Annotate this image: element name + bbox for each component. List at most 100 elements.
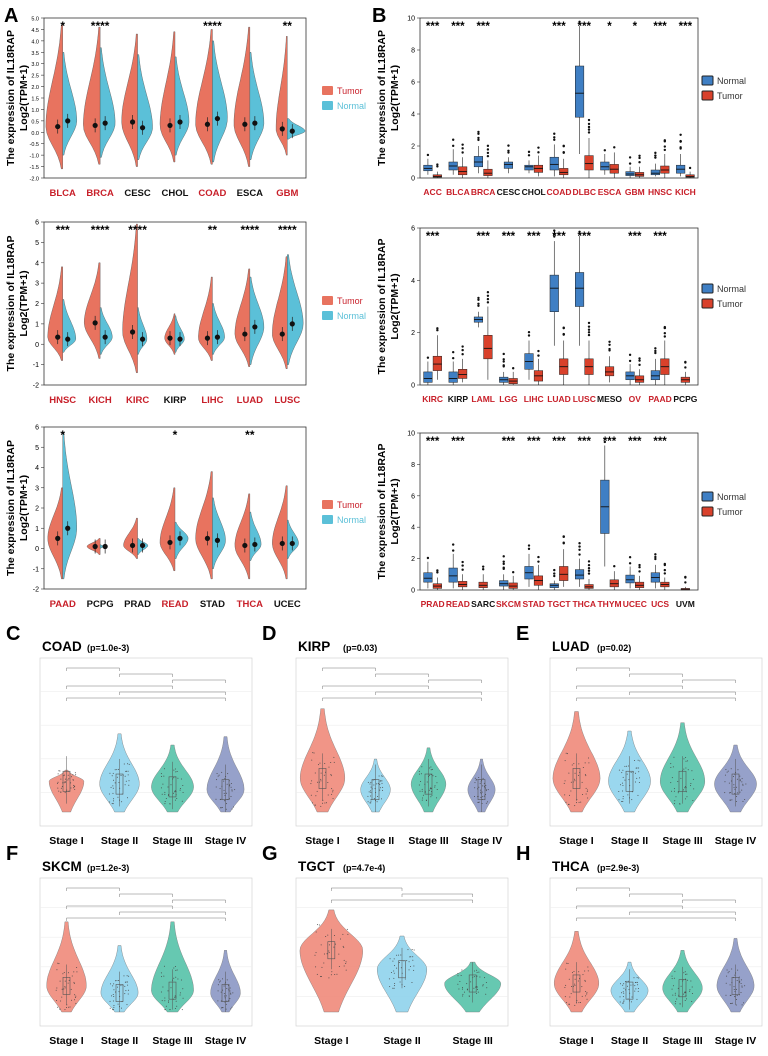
x-tick-label-stage-i: Stage I <box>49 835 84 847</box>
jitter-point <box>177 978 179 980</box>
jitter-point <box>479 783 481 785</box>
jitter-point <box>584 762 586 764</box>
jitter-point <box>389 986 391 988</box>
jitter-point <box>393 970 395 972</box>
x-tick-label-COAD: COAD <box>198 188 226 199</box>
jitter-point <box>685 760 687 762</box>
jitter-point <box>739 779 741 781</box>
outlier <box>502 560 505 563</box>
box-tumor-MESO <box>604 366 615 377</box>
outlier <box>578 230 581 233</box>
jitter-point <box>112 803 114 805</box>
outlier <box>608 347 611 351</box>
jitter-point <box>174 768 176 770</box>
jitter-point <box>434 785 436 787</box>
jitter-point <box>109 1000 111 1002</box>
jitter-point <box>739 775 741 777</box>
jitter-point <box>674 992 676 994</box>
jitter-point <box>121 801 123 803</box>
x-tick-label-SARC: SARC <box>471 599 495 609</box>
jitter-point <box>674 803 676 805</box>
jitter-point <box>685 998 687 1000</box>
box-normal-KIRP <box>448 371 458 383</box>
jitter-point <box>687 769 689 771</box>
jitter-point <box>373 798 375 800</box>
outlier <box>527 547 531 551</box>
jitter-point <box>733 986 735 988</box>
comparison-bracket <box>322 685 429 689</box>
jitter-point <box>691 992 693 994</box>
x-tick-label-KIRC: KIRC <box>422 394 443 404</box>
y-tick-label: 5.0 <box>31 17 39 23</box>
jitter-point <box>689 989 691 991</box>
outlier <box>587 333 591 337</box>
median-dot-normal <box>102 120 108 126</box>
significance-HNSC: *** <box>653 21 667 33</box>
median-dot-tumor <box>167 122 173 129</box>
jitter-point <box>741 1004 743 1006</box>
panel-letter-F: F <box>6 843 18 865</box>
outlier <box>628 156 632 159</box>
x-tick-label-HNSC: HNSC <box>648 187 672 197</box>
outlier <box>477 138 480 142</box>
jitter-point <box>379 789 381 791</box>
jitter-point <box>565 801 567 803</box>
outlier <box>451 144 455 148</box>
jitter-point <box>319 762 321 764</box>
jitter-point <box>219 981 221 983</box>
x-tick-label-UCEC: UCEC <box>623 599 647 609</box>
jitter-point <box>112 994 114 996</box>
significance-LGG: *** <box>502 231 516 243</box>
outlier <box>527 334 531 337</box>
x-tick-label-stage-i: Stage I <box>559 835 594 847</box>
outlier <box>507 149 510 152</box>
median-dot-normal <box>252 120 258 126</box>
comparison-bracket <box>172 679 226 683</box>
jitter-point <box>128 784 130 786</box>
jitter-point <box>584 979 586 981</box>
box-normal-KIRC <box>423 371 433 383</box>
jitter-point <box>582 974 584 976</box>
jitter-point <box>739 791 741 793</box>
jitter-point <box>741 778 743 780</box>
outlier <box>638 570 641 573</box>
jitter-point <box>477 991 479 993</box>
y-tick-label: 2.0 <box>31 85 39 91</box>
jitter-point <box>421 797 423 799</box>
jitter-point <box>160 787 162 789</box>
jitter-point <box>328 952 330 954</box>
violin-tumor-CESC <box>121 33 138 167</box>
y-label-line2: Log2(TPM+1) <box>389 478 401 544</box>
jitter-point <box>729 984 731 986</box>
jitter-point <box>342 945 344 947</box>
outlier <box>553 229 556 232</box>
jitter-point <box>328 944 330 946</box>
outlier <box>578 545 581 548</box>
median-dot-normal <box>214 115 221 122</box>
jitter-point <box>637 981 639 983</box>
outlier <box>461 345 464 348</box>
jitter-point <box>230 783 232 785</box>
jitter-point <box>567 753 569 755</box>
jitter-point <box>574 780 576 782</box>
comparison-bracket <box>331 887 403 891</box>
jitter-point <box>737 969 739 971</box>
significance-DLBC: *** <box>578 21 592 33</box>
jitter-point <box>175 976 177 978</box>
jitter-point <box>57 1006 59 1008</box>
outlier <box>481 565 485 568</box>
y-tick-label: -2 <box>33 587 39 594</box>
outlier <box>587 125 591 129</box>
median-dot-tumor <box>167 335 173 341</box>
x-tick-label-LIHC: LIHC <box>201 395 223 406</box>
jitter-point <box>693 788 695 790</box>
jitter-point <box>124 784 126 786</box>
jitter-point <box>225 1008 227 1010</box>
outlier <box>553 138 556 141</box>
jitter-point <box>457 983 459 985</box>
jitter-point <box>587 789 589 791</box>
jitter-point <box>317 781 319 783</box>
jitter-point <box>485 789 487 791</box>
jitter-point <box>173 777 175 779</box>
jitter-point <box>691 770 693 772</box>
